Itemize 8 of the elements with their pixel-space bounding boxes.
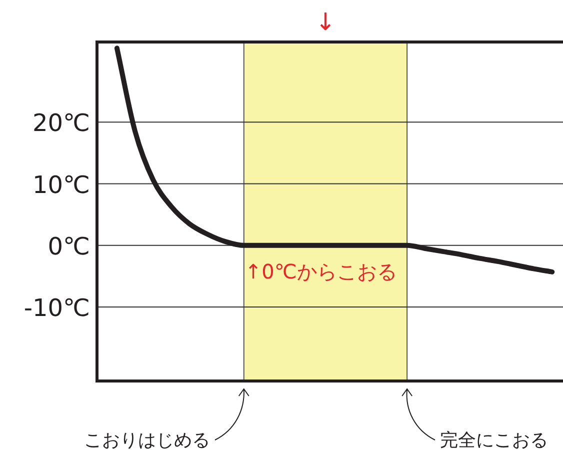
y-tick-label: 10℃ — [32, 170, 90, 199]
text: 完全にこおる — [440, 430, 548, 450]
text: こおりはじめる — [84, 430, 210, 450]
annotation: ↑0℃からこおる — [244, 259, 397, 284]
text: ↓ — [315, 8, 336, 36]
y-tick-label: 0℃ — [48, 232, 90, 260]
y-tick-label: -10℃ — [24, 294, 90, 322]
y-tick-label: 20℃ — [32, 109, 90, 138]
